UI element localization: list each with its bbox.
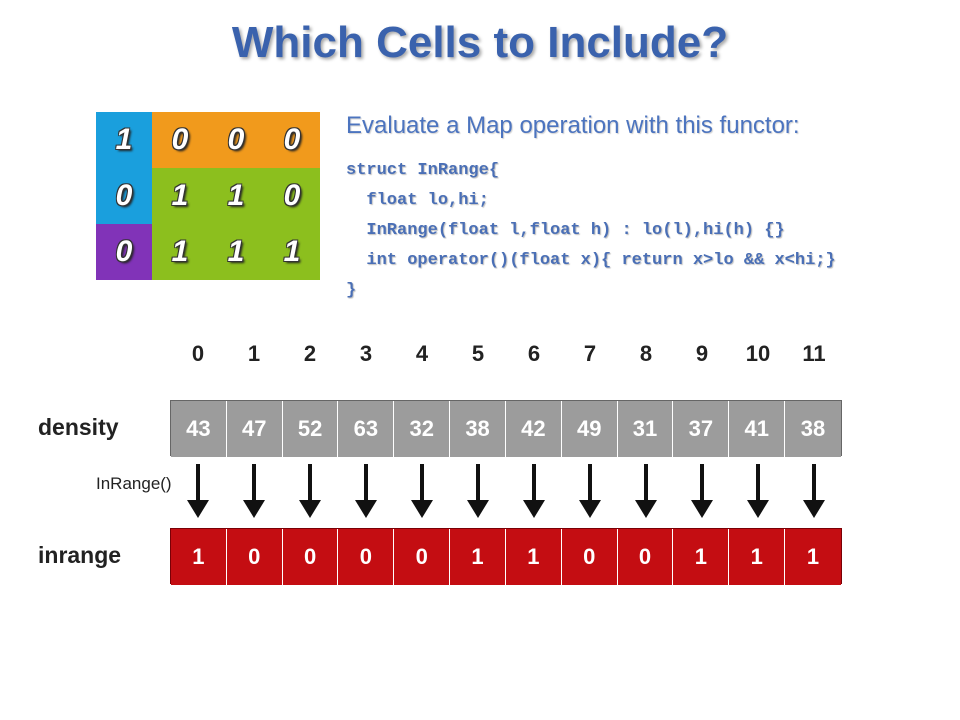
inrange-cell: 0 bbox=[561, 529, 618, 585]
down-arrow-icon bbox=[411, 464, 433, 518]
grid-cell: 0 bbox=[264, 168, 320, 224]
density-label: density bbox=[38, 414, 119, 440]
down-arrow-icon bbox=[579, 464, 601, 518]
index-label: 1 bbox=[247, 341, 261, 366]
index-label: 2 bbox=[303, 341, 317, 366]
index-label: 9 bbox=[695, 341, 709, 366]
inrange-label: inrange bbox=[38, 542, 122, 568]
index-label: 6 bbox=[527, 341, 541, 366]
grid-cell: 1 bbox=[208, 224, 264, 280]
grid-cell: 1 bbox=[208, 168, 264, 224]
density-cell: 63 bbox=[338, 401, 395, 457]
code-line: int operator()(float x){ return x>lo && … bbox=[346, 251, 836, 270]
inrange-cell: 0 bbox=[338, 529, 395, 585]
down-arrow-icon bbox=[355, 464, 377, 518]
index-label: 4 bbox=[415, 341, 429, 366]
index-label: 5 bbox=[471, 341, 485, 366]
down-arrow-icon bbox=[187, 464, 209, 518]
grid-cell: 0 bbox=[152, 112, 208, 168]
density-cell: 42 bbox=[505, 401, 562, 457]
down-arrow-icon bbox=[467, 464, 489, 518]
density-cell: 41 bbox=[729, 401, 786, 457]
density-array: 43 47 52 63 32 38 42 49 31 37 41 38 bbox=[170, 400, 842, 457]
inrange-cell: 1 bbox=[171, 529, 227, 585]
index-label: 0 bbox=[191, 341, 205, 366]
index-label: 10 bbox=[745, 341, 771, 366]
inrange-cell: 0 bbox=[226, 529, 283, 585]
index-label: 8 bbox=[639, 341, 653, 366]
down-arrow-icon bbox=[803, 464, 825, 518]
inrange-cell: 1 bbox=[785, 529, 841, 585]
index-label: 7 bbox=[583, 341, 597, 366]
code-line: struct InRange{ bbox=[346, 161, 500, 180]
down-arrow-icon bbox=[747, 464, 769, 518]
density-cell: 32 bbox=[394, 401, 451, 457]
density-cell: 38 bbox=[450, 401, 506, 457]
inrange-cell: 0 bbox=[282, 529, 339, 585]
inrange-cell: 1 bbox=[729, 529, 786, 585]
slide-title: Which Cells to Include? bbox=[231, 18, 729, 67]
density-cell: 43 bbox=[171, 401, 227, 457]
density-cell: 47 bbox=[226, 401, 283, 457]
evaluate-text: Evaluate a Map operation with this funct… bbox=[346, 112, 800, 139]
code-line: float lo,hi; bbox=[346, 191, 489, 210]
down-arrow-icon bbox=[299, 464, 321, 518]
inrange-cell: 1 bbox=[673, 529, 730, 585]
code-line: InRange(float l,float h) : lo(l),hi(h) {… bbox=[346, 221, 785, 240]
grid-cell: 0 bbox=[96, 224, 152, 280]
grid-cell: 1 bbox=[152, 168, 208, 224]
inrange-cell: 1 bbox=[450, 529, 506, 585]
grid-cell: 1 bbox=[96, 112, 152, 168]
inrange-cell: 1 bbox=[505, 529, 562, 585]
inrange-function-label: InRange() bbox=[96, 474, 172, 493]
down-arrow-icon bbox=[635, 464, 657, 518]
grid-cell: 0 bbox=[96, 168, 152, 224]
density-cell: 49 bbox=[561, 401, 618, 457]
down-arrow-icon bbox=[523, 464, 545, 518]
grid-cell: 0 bbox=[264, 112, 320, 168]
grid-cell: 1 bbox=[264, 224, 320, 280]
index-label: 11 bbox=[802, 341, 826, 366]
functor-code: struct InRange{ float lo,hi; InRange(flo… bbox=[346, 156, 836, 306]
inrange-cell: 0 bbox=[617, 529, 674, 585]
index-row: 0 1 2 3 4 5 6 7 8 9 10 11 bbox=[170, 341, 842, 371]
density-cell: 38 bbox=[785, 401, 841, 457]
grid-cell: 1 bbox=[152, 224, 208, 280]
code-line: } bbox=[346, 281, 357, 300]
map-arrows bbox=[187, 464, 825, 518]
inrange-cell: 0 bbox=[394, 529, 451, 585]
density-cell: 37 bbox=[673, 401, 730, 457]
down-arrow-icon bbox=[243, 464, 265, 518]
density-cell: 31 bbox=[617, 401, 674, 457]
density-cell: 52 bbox=[282, 401, 339, 457]
grid-cell: 0 bbox=[208, 112, 264, 168]
down-arrow-icon bbox=[691, 464, 713, 518]
index-label: 3 bbox=[359, 341, 373, 366]
